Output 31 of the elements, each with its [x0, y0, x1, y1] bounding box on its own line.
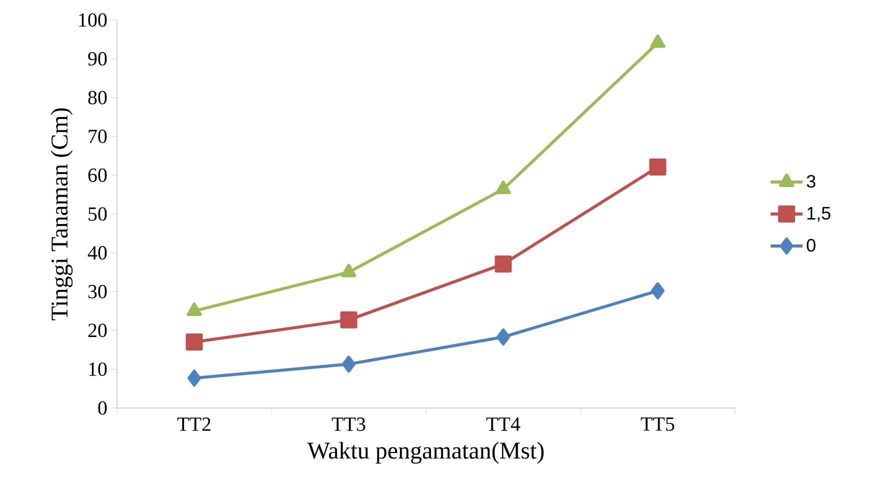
legend-label: 0: [806, 238, 816, 252]
x-tick-label: TT3: [332, 418, 366, 431]
point: [188, 370, 201, 387]
y-axis-title: Tinggi Tanaman (Cm): [50, 108, 73, 320]
y-tick-label: 90: [88, 52, 107, 66]
legend-label: 1,5: [807, 207, 830, 222]
point: [650, 34, 666, 48]
x-tick-label: TT5: [640, 418, 674, 431]
point: [494, 256, 512, 273]
point: [496, 328, 510, 346]
x-tick-label: TT2: [177, 418, 210, 431]
y-tick-label: 0: [98, 401, 107, 415]
point: [651, 282, 665, 300]
y-tick-label: 30: [88, 284, 107, 298]
y-tick-label: 70: [88, 130, 107, 144]
y-tick-label: 40: [88, 246, 107, 260]
y-tick-label: 60: [88, 168, 107, 182]
point: [341, 264, 356, 278]
y-tick-label: 100: [79, 13, 107, 27]
point: [342, 356, 356, 373]
x-axis-title: Waktu pengamatan(Mst): [307, 442, 544, 464]
point: [649, 158, 666, 176]
point: [340, 311, 358, 328]
legend-label: 3: [806, 174, 816, 188]
y-tick-label: 10: [89, 362, 107, 376]
y-tick-label: 20: [88, 324, 107, 338]
point: [496, 180, 511, 194]
y-tick-label: 50: [88, 207, 107, 221]
point: [186, 334, 203, 351]
x-tick-label: TT4: [486, 418, 520, 431]
y-tick-label: 80: [88, 90, 107, 104]
